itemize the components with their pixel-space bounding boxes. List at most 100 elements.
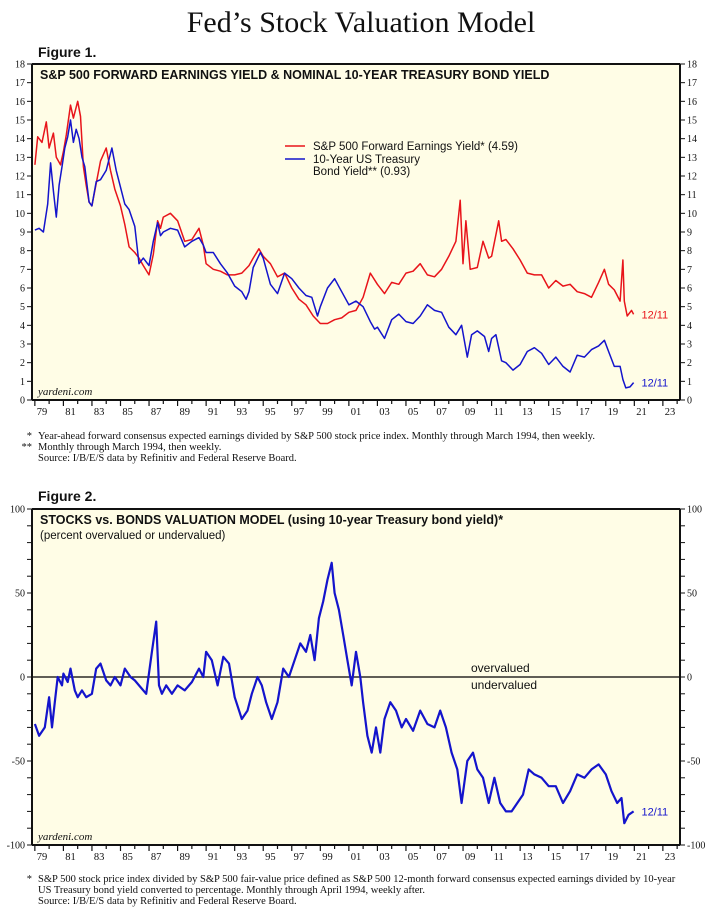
- y-tick-label-left: 8: [20, 246, 25, 257]
- y-tick-label-right: -100: [687, 841, 705, 852]
- x-tick-label: 07: [436, 407, 447, 418]
- x-tick-label: 85: [122, 407, 133, 418]
- x-tick-label: 91: [208, 852, 219, 863]
- y-tick-label-left: 16: [15, 97, 25, 108]
- figure-1-label: Figure 1.: [38, 44, 97, 60]
- overvalued-annotation: overvalued: [471, 661, 530, 675]
- series-line-0: [34, 100, 635, 325]
- x-tick-label: 09: [465, 407, 476, 418]
- footnote-text: Source: I/B/E/S data by Refinitiv and Fe…: [38, 453, 297, 464]
- y-tick-label-left: 0: [20, 396, 25, 407]
- plot-area: [32, 64, 680, 400]
- y-tick-label-right: 4: [687, 321, 692, 332]
- y-tick-label-right: 10: [687, 209, 697, 220]
- y-tick-label-left: -50: [12, 757, 25, 768]
- x-tick-label: 15: [551, 407, 562, 418]
- x-tick-label: 89: [179, 852, 190, 863]
- y-tick-label-left: 7: [20, 265, 25, 276]
- x-tick-label: 93: [237, 852, 248, 863]
- x-tick-label: 91: [208, 407, 219, 418]
- y-tick-label-left: 13: [15, 153, 25, 164]
- footnote-line: * Year-ahead forward consensus expected e…: [18, 431, 595, 442]
- y-tick-label-left: 9: [20, 228, 25, 239]
- watermark-yardeni: yardeni.com: [37, 386, 92, 398]
- x-tick-label: 97: [294, 852, 305, 863]
- y-tick-label-left: 6: [20, 284, 25, 295]
- x-tick-label: 95: [265, 407, 276, 418]
- x-tick-label: 15: [551, 852, 562, 863]
- x-tick-label: 09: [465, 852, 476, 863]
- y-tick-label-right: 8: [687, 246, 692, 257]
- x-tick-label: 95: [265, 852, 276, 863]
- x-tick-label: 17: [579, 407, 590, 418]
- y-tick-label-right: 2: [687, 358, 692, 369]
- y-tick-label-right: 18: [687, 60, 697, 71]
- x-tick-label: 85: [122, 852, 133, 863]
- y-tick-label-left: 14: [15, 134, 25, 145]
- y-tick-label-right: 15: [687, 116, 697, 127]
- x-tick-label: 05: [408, 407, 419, 418]
- x-tick-label: 05: [408, 852, 419, 863]
- y-tick-label-left: -100: [7, 841, 25, 852]
- x-tick-label: 03: [379, 852, 390, 863]
- x-tick-label: 87: [151, 852, 162, 863]
- y-tick-label-right: 0: [687, 396, 692, 407]
- footnote-text: Monthly through March 1994, then weekly.: [38, 442, 222, 453]
- y-tick-label-right: 5: [687, 302, 692, 313]
- end-date-label: 12/11: [641, 309, 668, 321]
- y-tick-label-right: 11: [687, 190, 697, 201]
- series-line-1: [34, 119, 635, 389]
- x-tick-label: 19: [608, 407, 619, 418]
- x-tick-label: 23: [665, 852, 676, 863]
- footnote-line: Source: I/B/E/S data by Refinitiv and Fe…: [18, 896, 675, 907]
- x-tick-label: 17: [579, 852, 590, 863]
- watermark-yardeni: yardeni.com: [37, 831, 92, 843]
- y-tick-label-left: 15: [15, 116, 25, 127]
- x-tick-label: 81: [65, 852, 76, 863]
- y-tick-label-left: 12: [15, 172, 25, 183]
- y-tick-label-right: 100: [687, 505, 702, 516]
- y-tick-label-right: 13: [687, 153, 697, 164]
- footnote-text: Year-ahead forward consensus expected ea…: [38, 431, 595, 442]
- y-tick-label-left: 3: [20, 340, 25, 351]
- footnote-line: Source: I/B/E/S data by Refinitiv and Fe…: [18, 453, 595, 464]
- legend-label: 10-Year US Treasury: [313, 154, 420, 166]
- chart-subtitle: (percent overvalued or undervalued): [40, 530, 226, 542]
- footnote-line: ** Monthly through March 1994, then weekl…: [18, 442, 595, 453]
- footnote-text: S&P 500 stock price index divided by S&P…: [38, 874, 676, 885]
- x-tick-label: 81: [65, 407, 76, 418]
- y-tick-label-left: 17: [15, 78, 25, 89]
- end-date-label: 12/11: [641, 806, 668, 818]
- chart-title: STOCKS vs. BONDS VALUATION MODEL (using …: [40, 513, 503, 527]
- x-tick-label: 13: [522, 407, 533, 418]
- y-tick-label-right: 17: [687, 78, 697, 89]
- y-tick-label-right: 3: [687, 340, 692, 351]
- footnote-text: Source: I/B/E/S data by Refinitiv and Fe…: [38, 896, 297, 907]
- y-tick-label-left: 2: [20, 358, 25, 369]
- y-tick-label-right: 1: [687, 377, 692, 388]
- x-tick-label: 83: [94, 852, 105, 863]
- chart-title: S&P 500 FORWARD EARNINGS YIELD & NOMINAL…: [40, 68, 549, 82]
- x-tick-label: 01: [351, 407, 362, 418]
- footnote-line: * S&P 500 stock price index divided by S&…: [18, 874, 675, 885]
- x-tick-label: 01: [351, 852, 362, 863]
- footnote-text: US Treasury bond yield converted to perc…: [38, 885, 425, 896]
- y-tick-label-left: 0: [20, 673, 25, 684]
- x-tick-label: 79: [37, 852, 48, 863]
- figure-1-notes: * Year-ahead forward consensus expected e…: [18, 431, 595, 464]
- x-tick-label: 89: [179, 407, 190, 418]
- legend-label-line2: Bond Yield** (0.93): [313, 166, 410, 178]
- x-tick-label: 11: [494, 407, 504, 418]
- x-tick-label: 99: [322, 852, 333, 863]
- y-tick-label-right: 0: [687, 673, 692, 684]
- y-tick-label-left: 4: [20, 321, 25, 332]
- figure-2-label: Figure 2.: [38, 488, 97, 504]
- x-tick-label: 23: [665, 407, 676, 418]
- y-tick-label-right: 14: [687, 134, 697, 145]
- y-tick-label-right: -50: [687, 757, 700, 768]
- undervalued-annotation: undervalued: [471, 678, 537, 692]
- y-tick-label-left: 100: [10, 505, 25, 516]
- y-tick-label-left: 5: [20, 302, 25, 313]
